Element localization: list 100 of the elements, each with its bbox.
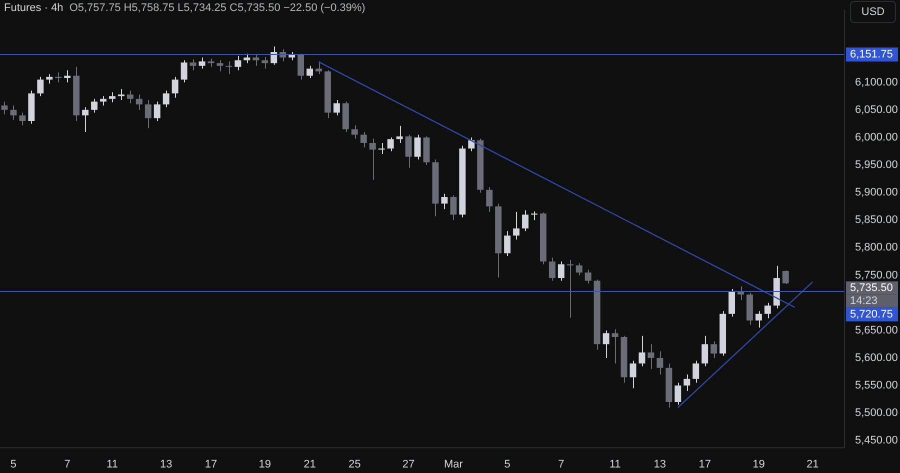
candlestick xyxy=(82,106,89,132)
candlestick xyxy=(244,53,250,64)
text: 14:23 xyxy=(850,294,878,307)
candlestick xyxy=(126,90,134,104)
candlestick xyxy=(630,360,636,389)
x-tick-label: 11 xyxy=(106,458,118,470)
candlestick xyxy=(162,90,170,108)
candlestick xyxy=(46,74,53,84)
candlestick xyxy=(262,56,268,70)
candlestick xyxy=(180,60,188,83)
candlestick xyxy=(764,302,771,319)
candlestick xyxy=(584,269,592,284)
candlestick xyxy=(710,340,718,358)
x-tick-label: 5 xyxy=(504,458,510,470)
candlestick xyxy=(558,260,564,282)
candlestick xyxy=(100,96,106,106)
x-tick-label: 27 xyxy=(402,458,415,470)
y-tick-label: 5,850.00 xyxy=(855,214,898,226)
candlestick xyxy=(198,57,206,70)
candlestick xyxy=(486,186,493,212)
candlestick xyxy=(648,344,654,370)
candlestick xyxy=(234,55,242,71)
x-tick-label: 19 xyxy=(258,458,271,470)
candlestick xyxy=(441,193,448,210)
candlestick xyxy=(55,72,62,83)
y-tick-label: 5,750.00 xyxy=(855,269,898,282)
x-tick-label: 5 xyxy=(10,458,17,470)
candlestick xyxy=(566,259,574,318)
candlestick xyxy=(674,382,682,406)
candlestick xyxy=(19,112,26,126)
candlestick xyxy=(396,125,403,144)
candlestick xyxy=(306,65,313,78)
ref-line-label: 6,151.75 xyxy=(850,48,893,61)
candlestick xyxy=(154,101,160,122)
candlestick xyxy=(369,138,376,180)
candlestick xyxy=(387,136,394,152)
candlestick xyxy=(702,335,708,367)
candlestick xyxy=(118,88,124,100)
candlestick xyxy=(728,288,735,318)
candlestick xyxy=(216,60,224,72)
candlestick xyxy=(684,374,690,392)
candlestick xyxy=(360,131,367,148)
x-tick-label: 17 xyxy=(698,458,711,470)
y-tick-label: 5,600.00 xyxy=(855,352,898,364)
chart-subtitle: O5,757.75 H5,758.75 L5,734.25 C5,735.50 −22.50 (−0.39%) xyxy=(69,2,366,14)
x-tick-label: 13 xyxy=(654,458,666,470)
candlestick xyxy=(782,270,789,284)
y-tick-label: 5,650.00 xyxy=(855,324,898,336)
y-tick-label: 5,950.00 xyxy=(855,159,898,172)
candlestick xyxy=(136,94,142,110)
candlestick xyxy=(755,310,762,328)
candlestick xyxy=(450,194,457,221)
chart-title: Futures · 4h xyxy=(4,2,64,14)
candlestick xyxy=(190,58,196,71)
y-tick-label: 5,900.00 xyxy=(855,186,898,199)
y-tick-label: 6,000.00 xyxy=(855,132,898,144)
x-tick-label: 13 xyxy=(160,458,172,470)
candlestick xyxy=(333,99,340,116)
candlestick xyxy=(548,257,556,282)
x-tick-label: 7 xyxy=(64,458,70,470)
candlestick xyxy=(602,330,610,358)
text: 5,735.50 xyxy=(850,282,893,294)
y-tick-label: 5,500.00 xyxy=(855,407,898,420)
candlestick xyxy=(109,92,116,103)
candlestick xyxy=(252,54,260,66)
candlestick xyxy=(638,335,646,367)
y-tick-label: 5,550.00 xyxy=(855,380,898,392)
candlestick xyxy=(656,350,664,375)
x-tick-label: 7 xyxy=(558,458,564,470)
candlestick xyxy=(298,53,304,80)
y-tick-label: 5,800.00 xyxy=(855,242,898,254)
candlestick xyxy=(378,142,385,155)
y-axis-title: USD xyxy=(850,1,896,23)
candlestick xyxy=(351,124,358,140)
candlestick xyxy=(612,328,618,364)
candlestick xyxy=(91,98,98,114)
x-tick-label: Mar xyxy=(444,458,464,470)
x-tick-label: 19 xyxy=(752,458,765,470)
candlestick xyxy=(522,210,528,232)
x-tick-label: 11 xyxy=(609,458,621,470)
candlestick xyxy=(172,76,178,98)
candlestick xyxy=(64,70,71,83)
candlestick xyxy=(576,262,582,276)
candlestick xyxy=(414,134,421,160)
candlestick xyxy=(144,99,152,129)
candlestick xyxy=(10,105,17,120)
candlestick xyxy=(226,60,232,75)
candlestick xyxy=(504,230,511,256)
x-tick-label: 25 xyxy=(348,458,361,470)
candlestick xyxy=(692,360,700,384)
candlestick xyxy=(513,211,520,240)
x-tick-label: 21 xyxy=(304,458,316,470)
x-tick-label: 17 xyxy=(204,458,218,470)
candlestick xyxy=(738,286,744,301)
candlestick xyxy=(468,136,475,152)
y-tick-label: 5,450.00 xyxy=(855,434,898,447)
candlestick xyxy=(316,60,322,75)
y-tick-label: 6,100.00 xyxy=(855,76,898,88)
candlestick xyxy=(270,46,278,66)
ref-line-label: 5,720.75 xyxy=(850,308,893,320)
